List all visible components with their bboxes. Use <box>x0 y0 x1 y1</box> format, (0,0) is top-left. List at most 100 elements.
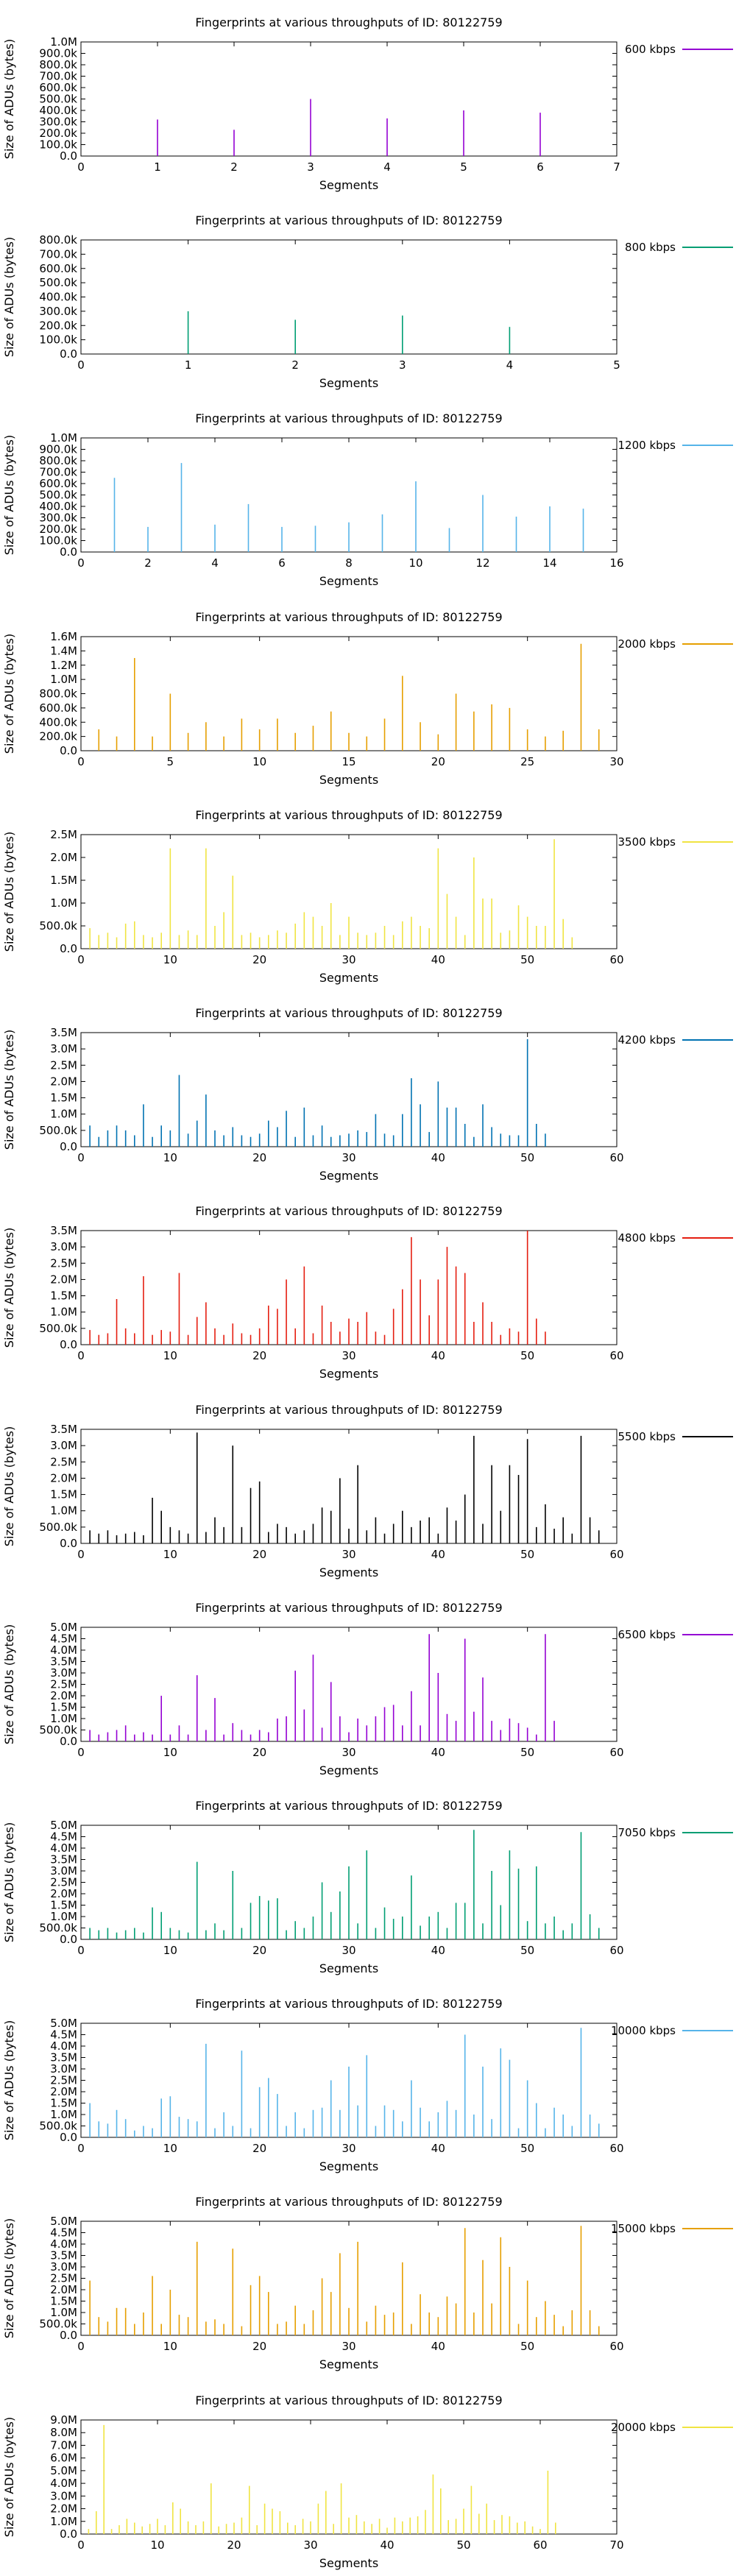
y-tick-label: 500.0k <box>39 919 77 933</box>
y-tick-label: 200.0k <box>39 729 77 743</box>
x-tick-label: 0 <box>77 755 85 768</box>
y-tick-label: 1.0M <box>50 2108 77 2121</box>
x-tick-label: 30 <box>342 1746 355 1759</box>
chart-title: Fingerprints at various throughputs of I… <box>195 1006 502 1020</box>
x-tick-label: 40 <box>431 1151 445 1164</box>
y-tick-label: 0.0 <box>60 149 77 163</box>
y-tick-label: 0.0 <box>60 1933 77 1946</box>
x-tick-label: 60 <box>609 1349 623 1362</box>
chart-panel: Fingerprints at various throughputs of I… <box>2 1601 733 1777</box>
x-tick-label: 40 <box>431 2340 445 2353</box>
y-tick-label: 3.0M <box>50 2489 77 2502</box>
y-tick-label: 500.0k <box>39 2318 77 2331</box>
x-tick-label: 40 <box>431 1349 445 1362</box>
legend-label: 10000 kbps <box>611 2024 676 2037</box>
y-tick-label: 800.0k <box>39 233 77 247</box>
y-tick-label: 1.4M <box>50 644 77 657</box>
y-tick-label: 900.0k <box>39 443 77 456</box>
y-tick-label: 5.0M <box>50 2215 77 2228</box>
x-axis-label: Segments <box>319 1565 378 1579</box>
y-tick-label: 3.5M <box>50 1423 77 1436</box>
y-tick-label: 2.0M <box>50 851 77 864</box>
y-tick-label: 1.5M <box>50 1700 77 1713</box>
x-tick-label: 14 <box>542 556 556 570</box>
y-axis-label: Size of ADUs (bytes) <box>2 832 16 952</box>
x-tick-label: 10 <box>163 1746 177 1759</box>
y-tick-label: 3.0M <box>50 1864 77 1878</box>
y-tick-label: 500.0k <box>39 1723 77 1736</box>
x-tick-label: 60 <box>609 2340 623 2353</box>
y-tick-label: 2.5M <box>50 1455 77 1468</box>
y-tick-label: 800.0k <box>39 454 77 467</box>
chart-panel: Fingerprints at various throughputs of I… <box>2 1403 733 1579</box>
chart-title: Fingerprints at various throughputs of I… <box>195 1997 502 2011</box>
x-tick-label: 2 <box>230 160 238 174</box>
x-tick-label: 40 <box>431 953 445 966</box>
y-axis-label: Size of ADUs (bytes) <box>2 1228 16 1348</box>
chart-panel: Fingerprints at various throughputs of I… <box>2 411 733 588</box>
y-tick-label: 3.5M <box>50 2051 77 2064</box>
chart-panel: Fingerprints at various throughputs of I… <box>2 1006 733 1183</box>
x-axis-label: Segments <box>319 2159 378 2173</box>
y-tick-label: 1.0M <box>50 2306 77 2319</box>
x-axis-label: Segments <box>319 2556 378 2570</box>
y-tick-label: 1.0M <box>50 35 77 49</box>
x-tick-label: 4 <box>506 358 514 372</box>
y-tick-label: 0.0 <box>60 1537 77 1550</box>
legend-label: 20000 kbps <box>611 2421 676 2434</box>
y-tick-label: 500.0k <box>39 2120 77 2133</box>
x-tick-label: 60 <box>609 953 623 966</box>
x-tick-label: 7 <box>613 160 620 174</box>
x-tick-label: 70 <box>609 2538 623 2552</box>
legend-label: 600 kbps <box>625 43 676 56</box>
y-tick-label: 3.0M <box>50 2260 77 2274</box>
y-axis-label: Size of ADUs (bytes) <box>2 435 16 555</box>
x-tick-label: 20 <box>252 2142 266 2155</box>
legend-label: 4200 kbps <box>618 1033 676 1047</box>
x-tick-label: 40 <box>431 1548 445 1561</box>
y-axis-label: Size of ADUs (bytes) <box>2 1624 16 1744</box>
y-tick-label: 2.0M <box>50 1689 77 1702</box>
y-tick-label: 300.0k <box>39 305 77 318</box>
y-tick-label: 600.0k <box>39 701 77 715</box>
x-tick-label: 5 <box>613 358 620 372</box>
y-tick-label: 0.0 <box>60 1338 77 1351</box>
y-tick-label: 300.0k <box>39 116 77 129</box>
x-tick-label: 60 <box>609 1151 623 1164</box>
y-tick-label: 0.0 <box>60 2131 77 2144</box>
y-tick-label: 100.0k <box>39 138 77 152</box>
x-tick-label: 30 <box>342 1944 355 1957</box>
x-tick-label: 0 <box>77 2142 85 2155</box>
chart-title: Fingerprints at various throughputs of I… <box>195 2393 502 2407</box>
y-tick-label: 3.0M <box>50 1042 77 1055</box>
x-tick-label: 10 <box>163 953 177 966</box>
chart-title: Fingerprints at various throughputs of I… <box>195 1204 502 1218</box>
x-tick-label: 60 <box>533 2538 547 2552</box>
x-tick-label: 10 <box>163 1944 177 1957</box>
y-tick-label: 400.0k <box>39 104 77 117</box>
y-tick-label: 2.5M <box>50 1875 77 1889</box>
y-tick-label: 400.0k <box>39 500 77 513</box>
x-tick-label: 20 <box>227 2538 241 2552</box>
chart-title: Fingerprints at various throughputs of I… <box>195 15 502 29</box>
y-tick-label: 2.0M <box>50 1471 77 1485</box>
y-tick-label: 200.0k <box>39 523 77 536</box>
y-tick-label: 300.0k <box>39 512 77 525</box>
x-tick-label: 0 <box>77 2538 85 2552</box>
y-tick-label: 1.5M <box>50 2295 77 2308</box>
x-tick-label: 50 <box>520 2142 534 2155</box>
y-tick-label: 9.0M <box>50 2413 77 2427</box>
x-tick-label: 30 <box>342 953 355 966</box>
y-tick-label: 500.0k <box>39 1921 77 1934</box>
x-tick-label: 20 <box>252 953 266 966</box>
y-tick-label: 2.0M <box>50 2085 77 2098</box>
y-axis-label: Size of ADUs (bytes) <box>2 237 16 357</box>
chart-panel: Fingerprints at various throughputs of I… <box>2 15 733 192</box>
chart-panel: Fingerprints at various throughputs of I… <box>2 1204 733 1381</box>
chart-panel: Fingerprints at various throughputs of I… <box>2 610 733 787</box>
y-tick-label: 1.0M <box>50 1306 77 1319</box>
x-axis-label: Segments <box>319 1763 378 1777</box>
y-tick-label: 500.0k <box>39 276 77 289</box>
chart-title: Fingerprints at various throughputs of I… <box>195 411 502 425</box>
y-tick-label: 4.0M <box>50 1841 77 1855</box>
